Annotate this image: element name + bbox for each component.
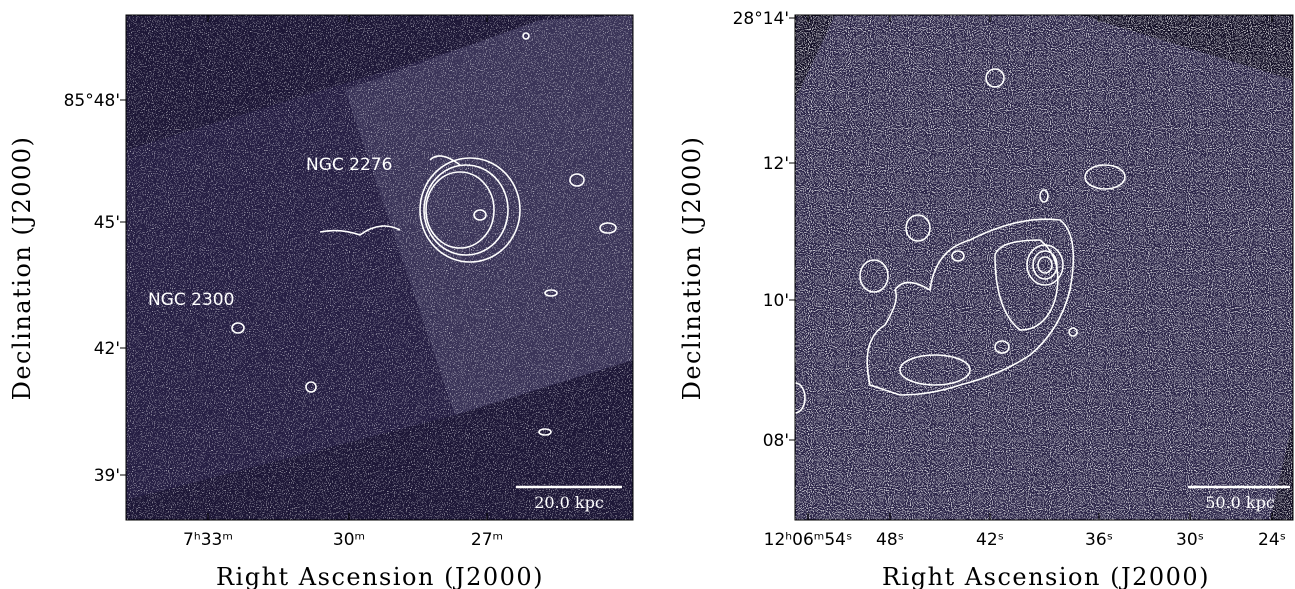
x-axis-label: Right Ascension (J2000) xyxy=(216,563,544,589)
x-tick-label: 36ˢ xyxy=(1085,530,1113,550)
scale-bar-label: 20.0 kpc xyxy=(534,493,604,512)
x-tick-label: 48ˢ xyxy=(876,530,904,550)
x-tick-label: 12ʰ06ᵐ54ˢ xyxy=(764,530,853,550)
y-tick-label: 42' xyxy=(94,339,120,359)
y-axis-label: Declination (J2000) xyxy=(8,136,36,401)
x-tick-label: 30ˢ xyxy=(1176,530,1204,550)
annotation: NGC 2300 xyxy=(148,290,234,310)
y-axis-label: Declination (J2000) xyxy=(678,136,706,401)
y-tick-label: 28°14' xyxy=(733,9,789,29)
y-tick-label: 10' xyxy=(763,291,789,311)
y-tick-label: 85°48' xyxy=(64,91,120,111)
y-tick-label: 39' xyxy=(94,466,120,486)
x-tick-label: 30ᵐ xyxy=(333,530,365,550)
x-axis-label: Right Ascension (J2000) xyxy=(882,563,1210,589)
scale-bar-label: 50.0 kpc xyxy=(1205,493,1275,512)
y-tick-label: 08' xyxy=(763,431,789,451)
y-tick-label: 45' xyxy=(94,213,120,233)
x-tick-label: 42ˢ xyxy=(976,530,1004,550)
x-tick-label: 27ᵐ xyxy=(471,530,503,550)
x-tick-label: 24ˢ xyxy=(1258,530,1286,550)
y-tick-label: 12' xyxy=(763,154,789,174)
annotation: NGC 2276 xyxy=(306,155,392,175)
right-image xyxy=(795,15,1293,520)
x-tick-label: 7ʰ33ᵐ xyxy=(183,530,233,550)
left-image xyxy=(126,15,633,520)
